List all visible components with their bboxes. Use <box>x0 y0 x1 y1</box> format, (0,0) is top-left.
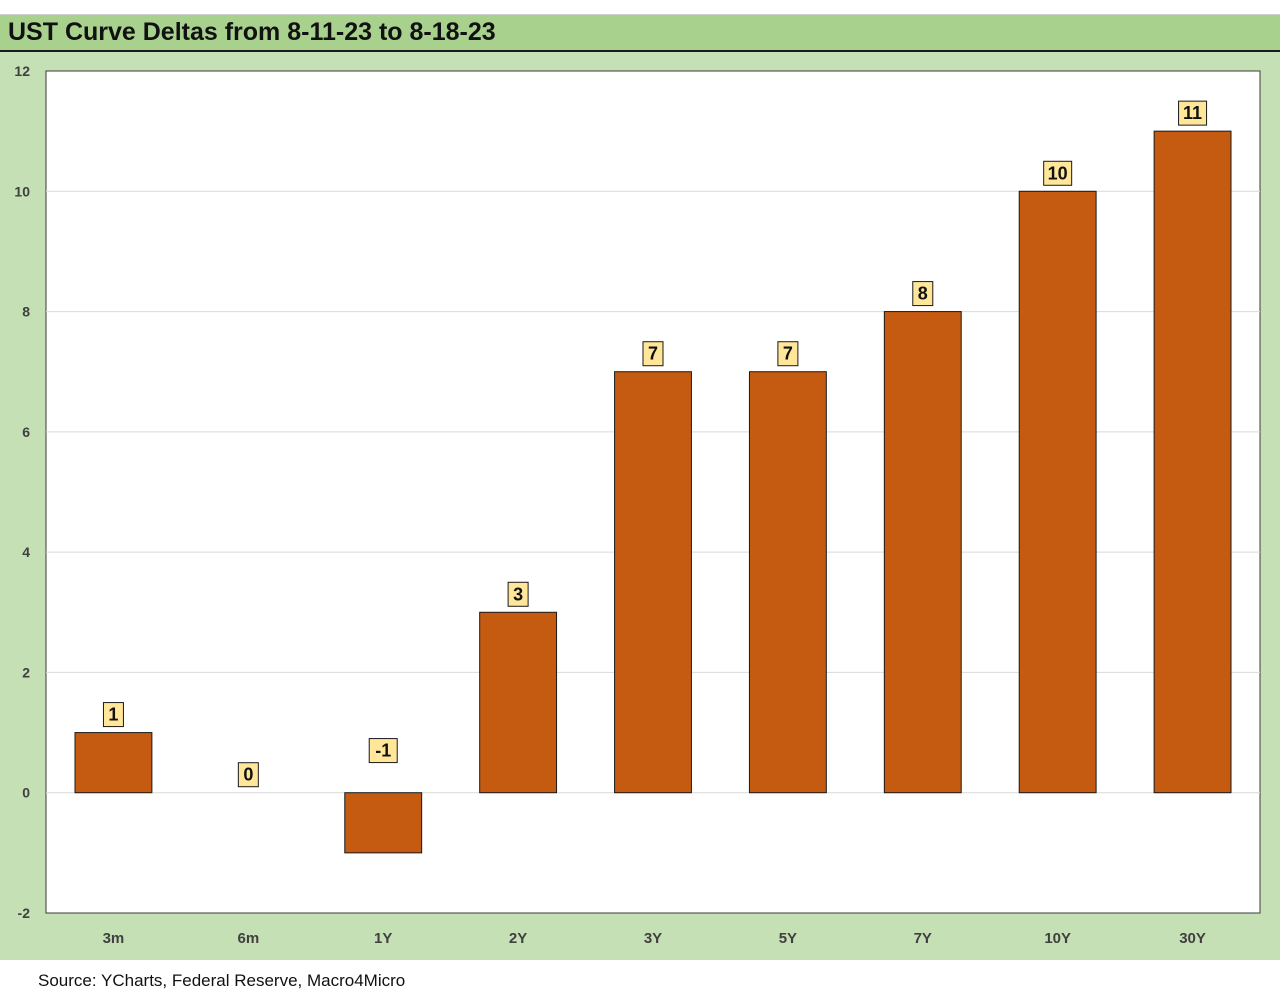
y-tick-label: 0 <box>22 785 30 801</box>
data-label-text: -1 <box>375 741 391 761</box>
y-tick-label: 12 <box>14 63 30 79</box>
bar <box>883 311 962 794</box>
y-tick-label: -2 <box>18 905 31 921</box>
data-label-text: 1 <box>108 705 118 725</box>
title-bar: UST Curve Deltas from 8-11-23 to 8-18-23 <box>0 14 1280 52</box>
data-label: 0 <box>237 762 259 788</box>
data-label-text: 11 <box>1183 103 1202 123</box>
x-tick-label: 6m <box>237 930 259 947</box>
bar <box>344 792 423 854</box>
data-label-box <box>1043 160 1073 186</box>
x-tick-label: 2Y <box>509 930 527 947</box>
data-label: 10 <box>1043 160 1073 186</box>
data-label-text: 8 <box>918 284 928 304</box>
data-label-text: 0 <box>243 765 253 785</box>
bars <box>74 130 1232 854</box>
x-tick-label: 10Y <box>1044 930 1071 947</box>
data-label-text: 7 <box>783 344 793 364</box>
bar <box>748 371 827 794</box>
y-tick-label: 4 <box>22 544 30 560</box>
data-label-box <box>912 281 934 307</box>
data-label: -1 <box>368 738 398 764</box>
y-tick-label: 2 <box>22 664 30 680</box>
data-label: 11 <box>1178 100 1208 126</box>
bar <box>1018 190 1097 794</box>
data-label-text: 3 <box>513 584 523 604</box>
top-margin <box>0 0 1280 14</box>
y-axis-ticks: -2 0 2 4 6 8 10 12 <box>14 63 30 921</box>
data-label-box <box>507 581 529 607</box>
footer: Source: YCharts, Federal Reserve, Macro4… <box>0 960 1280 1000</box>
chart-title: UST Curve Deltas from 8-11-23 to 8-18-23 <box>8 18 496 46</box>
bar <box>74 732 153 794</box>
data-label-box <box>237 762 259 788</box>
data-label-box <box>368 738 398 764</box>
x-axis-ticks: 3m 6m 1Y 2Y 3Y 5Y 7Y 10Y 30Y <box>103 930 1206 947</box>
y-tick-label: 6 <box>22 424 30 440</box>
data-label: 8 <box>912 281 934 307</box>
y-tick-label: 8 <box>22 304 30 320</box>
x-tick-label: 3Y <box>644 930 662 947</box>
source-note: Source: YCharts, Federal Reserve, Macro4… <box>38 971 406 990</box>
x-tick-label: 1Y <box>374 930 392 947</box>
bar <box>1153 130 1232 794</box>
data-label-box <box>1178 100 1208 126</box>
bar <box>479 611 558 794</box>
x-tick-label: 30Y <box>1179 930 1206 947</box>
x-tick-label: 3m <box>103 930 125 947</box>
x-tick-label: 5Y <box>779 930 797 947</box>
data-label-box <box>642 341 664 367</box>
y-tick-label: 10 <box>14 183 30 199</box>
data-label: 7 <box>642 341 664 367</box>
data-label-box <box>777 341 799 367</box>
data-label-text: 10 <box>1048 163 1068 183</box>
data-label: 3 <box>507 581 529 607</box>
data-label: 7 <box>777 341 799 367</box>
x-tick-label: 7Y <box>914 930 932 947</box>
data-label-text: 7 <box>648 344 658 364</box>
data-label: 1 <box>102 702 124 728</box>
data-label-box <box>102 702 124 728</box>
bar <box>614 371 692 794</box>
